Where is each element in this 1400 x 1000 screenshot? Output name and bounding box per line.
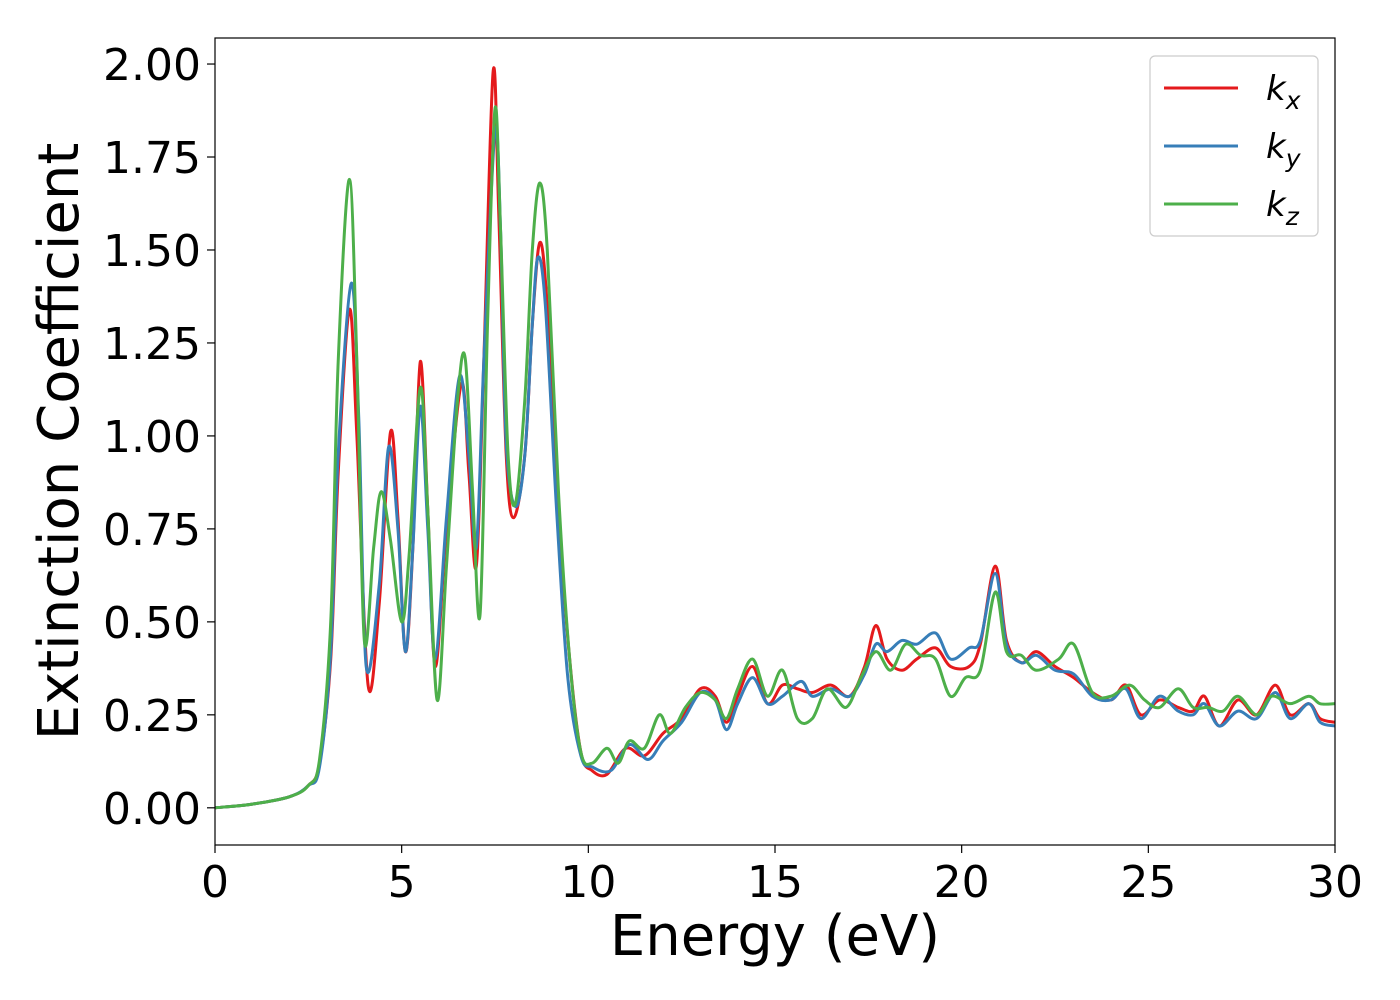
- y-tick-label: 1.25: [103, 319, 201, 370]
- x-tick-label: 20: [934, 857, 990, 908]
- y-axis-label: Extinction Coefficient: [27, 143, 92, 741]
- y-tick-label: 0.00: [103, 784, 201, 835]
- x-tick-label: 5: [388, 857, 416, 908]
- x-tick-label: 25: [1120, 857, 1176, 908]
- y-tick-label: 0.75: [103, 505, 201, 556]
- x-tick-label: 10: [560, 857, 616, 908]
- y-tick-label: 1.75: [103, 133, 201, 184]
- x-tick-label: 30: [1307, 857, 1363, 908]
- x-axis-label: Energy (eV): [610, 904, 940, 969]
- y-tick-label: 1.50: [103, 226, 201, 277]
- y-tick-label: 2.00: [103, 40, 201, 91]
- x-tick-label: 15: [747, 857, 803, 908]
- y-tick-label: 0.50: [103, 598, 201, 649]
- series-line-z: [215, 105, 1335, 810]
- series-line-y: [215, 125, 1335, 810]
- y-tick-label: 1.00: [103, 412, 201, 463]
- legend-label-z: kz: [1266, 185, 1300, 231]
- x-tick-label: 0: [201, 857, 229, 908]
- legend-label-y: ky: [1266, 127, 1302, 173]
- y-tick-label: 0.25: [103, 691, 201, 742]
- legend: kx ky kz: [1149, 55, 1319, 237]
- legend-label-x: kx: [1266, 69, 1301, 115]
